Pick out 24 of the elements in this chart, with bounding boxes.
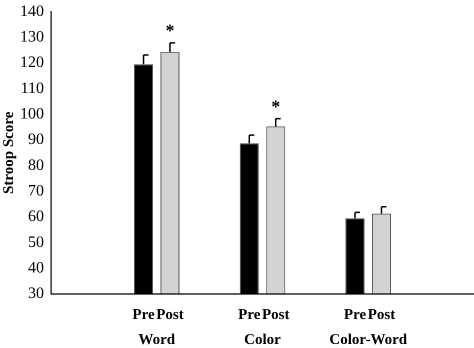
annotation: * <box>271 96 280 116</box>
text: Post <box>368 306 396 323</box>
annotation: * <box>165 20 174 41</box>
text: Pre <box>238 306 260 323</box>
y-axis-title: Stroop Score <box>0 111 17 194</box>
series-label: Pre <box>132 306 155 323</box>
y-tick-label: 120 <box>20 54 44 72</box>
y-tick-label: 50 <box>28 234 44 251</box>
y-tick-label: 100 <box>20 105 44 122</box>
y-tick-label: 90 <box>28 131 44 148</box>
y-tick-label: 130 <box>20 28 44 46</box>
series-label: Post <box>262 306 290 323</box>
y-tick-label: 60 <box>28 208 44 226</box>
y-tick-label: 40 <box>28 260 44 277</box>
y-tick-label: 140 <box>20 2 44 20</box>
text: Pre <box>344 306 366 323</box>
y-tick-label: 110 <box>20 80 44 97</box>
y-tick-label: 80 <box>28 156 44 174</box>
x-tick-label: Color <box>244 332 282 348</box>
text: Post <box>156 306 184 323</box>
x-tick-label: Color-Word <box>329 332 408 348</box>
x-tick-label: Word <box>138 332 176 348</box>
y-tick-label: 30 <box>28 285 44 302</box>
y-tick-label: 70 <box>28 182 44 200</box>
